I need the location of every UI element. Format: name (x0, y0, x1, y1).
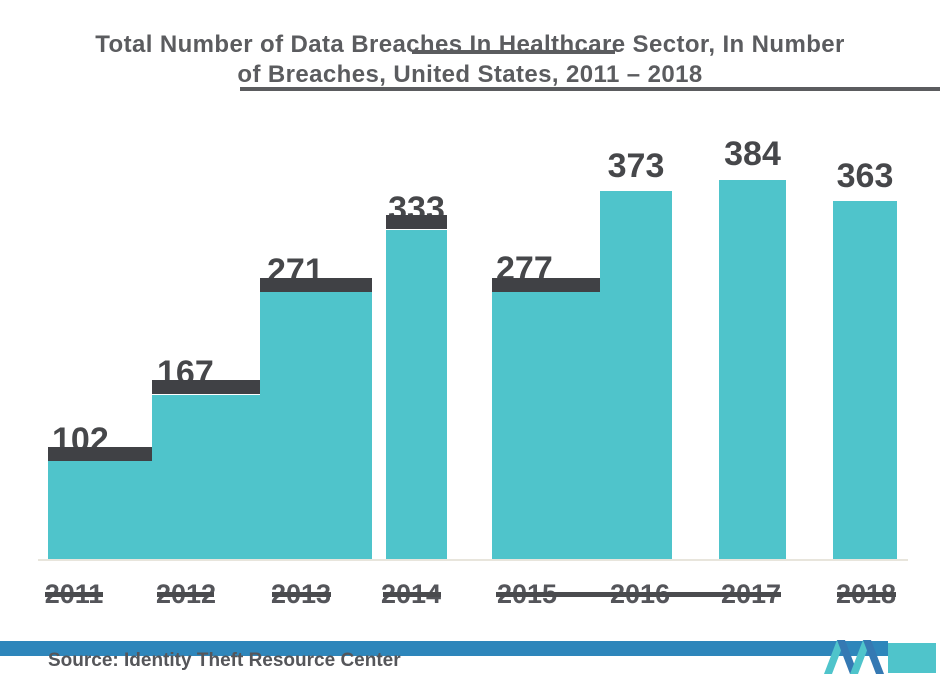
chart-title-line1: Total Number of Data Breaches In Healthc… (95, 31, 845, 58)
title-rule-line (240, 87, 940, 91)
bar-2017 (719, 180, 786, 560)
chart-title-line2: of Breaches, United States, 2011 – 2018 (237, 61, 703, 88)
mordor-logo (824, 640, 936, 674)
redaction-bar (386, 215, 447, 229)
source-label: Source: Identity Theft Resource Center (48, 650, 401, 671)
redaction-bar (492, 278, 600, 292)
bar-2012 (152, 395, 260, 560)
source-band (0, 641, 888, 656)
strikethrough-line (383, 592, 441, 597)
bar-value-label-2016: 373 (607, 147, 665, 185)
strikethrough-line (496, 592, 781, 597)
bar-2014 (386, 230, 447, 560)
chart-title: Total Number of Data Breaches In Healthc… (0, 30, 940, 90)
bar-2018 (833, 201, 897, 560)
bar-2013 (260, 292, 372, 560)
redaction-bar (260, 278, 372, 292)
redaction-bar (152, 380, 260, 394)
bar-2015 (492, 286, 600, 560)
title-strikethrough-line (412, 50, 615, 54)
bar-value-label-2017: 384 (724, 135, 781, 173)
strikethrough-line (837, 592, 896, 597)
strikethrough-line (45, 592, 103, 597)
bar-value-label-2018: 363 (836, 157, 894, 195)
bar-2016 (600, 191, 672, 560)
bar-2011 (48, 459, 152, 560)
redaction-bar (48, 447, 152, 461)
strikethrough-line (272, 592, 331, 597)
strikethrough-line (157, 592, 214, 597)
x-axis-line (38, 559, 908, 561)
